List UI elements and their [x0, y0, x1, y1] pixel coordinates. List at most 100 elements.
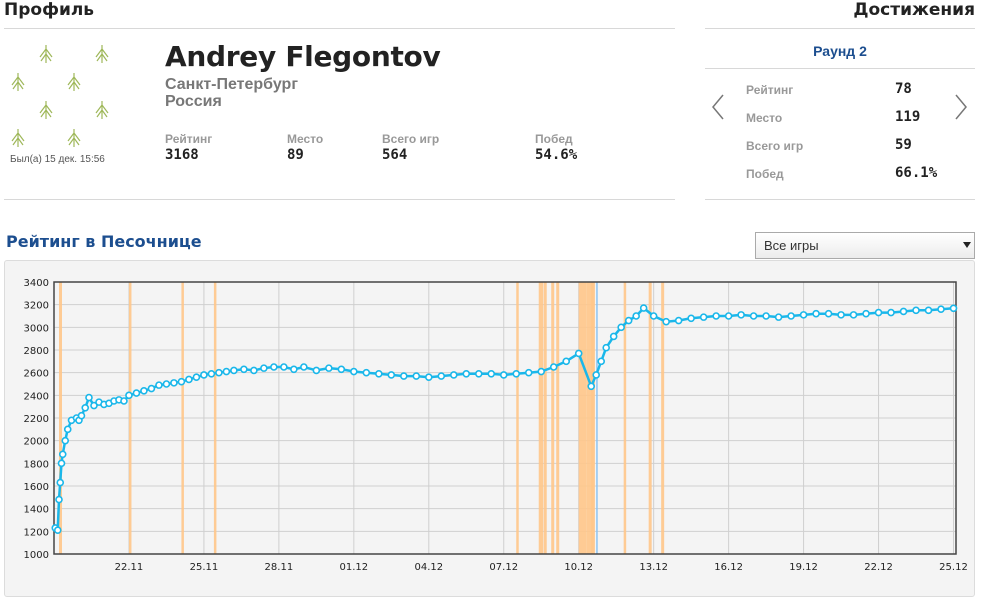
rating-data-point — [53, 526, 62, 535]
rating-data-point — [85, 393, 93, 402]
achievements-section-title: Достижения — [853, 0, 975, 20]
rating-data-point — [90, 401, 98, 410]
tournament-band — [543, 282, 547, 554]
rating-data-point — [77, 411, 86, 420]
games-filter-select[interactable]: Все игры — [755, 232, 975, 259]
rating-data-point — [55, 495, 63, 504]
rating-data-point — [207, 370, 216, 378]
x-tick-label: 07.12 — [489, 562, 518, 573]
stat-total-games-value: 564 — [382, 147, 408, 163]
rating-data-point — [849, 311, 858, 319]
rating-data-point — [424, 373, 433, 381]
plot-frame — [53, 281, 957, 555]
rating-data-point — [862, 309, 870, 318]
achievements-divider-top — [705, 28, 975, 29]
x-tick-label: 19.12 — [789, 562, 818, 573]
rating-data-point — [192, 373, 201, 381]
achievement-row-place: Место 119 — [746, 109, 966, 129]
tournament-band — [128, 282, 132, 554]
tournament-band — [516, 282, 519, 554]
y-tick-label: 2400 — [24, 391, 49, 402]
stat-wins-value: 54.6% — [535, 147, 578, 163]
y-tick-label: 3200 — [24, 301, 49, 312]
avatar[interactable] — [6, 40, 114, 148]
player-name: Andrey Flegontov — [165, 40, 441, 73]
rating-data-point — [290, 365, 298, 374]
rating-data-point — [617, 323, 625, 332]
rating-data-point — [132, 389, 141, 397]
player-country: Россия — [165, 93, 222, 110]
achievement-row-total-games: Всего игр 59 — [746, 137, 966, 157]
rating-data-point — [649, 312, 658, 320]
rating-data-point — [56, 478, 65, 487]
stat-wins-label: Побед — [535, 132, 573, 146]
x-tick-label: 16.12 — [714, 562, 743, 573]
achievement-row-wins: Побед 66.1% — [746, 165, 966, 185]
rating-data-point — [687, 314, 695, 323]
rating-data-point — [462, 370, 471, 378]
rating-data-point — [125, 391, 133, 400]
rating-data-point — [162, 380, 171, 388]
rating-data-point — [312, 366, 321, 375]
stat-total-games: Всего игр 564 — [382, 132, 439, 163]
rating-data-point — [177, 377, 186, 386]
stat-place-value: 89 — [287, 147, 304, 163]
rating-data-point — [57, 459, 66, 468]
y-tick-label: 2600 — [24, 369, 49, 380]
round-title: Раунд 2 — [813, 43, 867, 59]
profile-section-title: Профиль — [4, 0, 95, 20]
rating-data-point — [155, 381, 163, 389]
x-tick-label: 22.11 — [115, 562, 144, 573]
rating-data-point — [662, 317, 670, 326]
rating-data-point — [325, 364, 333, 372]
rating-data-point — [812, 309, 820, 318]
x-tick-label: 25.11 — [190, 562, 219, 573]
rating-data-point — [824, 309, 833, 318]
chevron-right-icon[interactable] — [953, 93, 969, 121]
rating-data-point — [512, 370, 521, 378]
rating-data-point — [375, 370, 383, 378]
achievement-total-games-label: Всего игр — [746, 139, 804, 153]
rating-data-point — [499, 371, 508, 379]
tournament-band — [648, 282, 652, 554]
achievement-wins-label: Побед — [746, 167, 784, 181]
chevron-left-icon[interactable] — [710, 93, 726, 121]
current-marker-band — [596, 282, 598, 554]
rating-data-point — [185, 375, 193, 384]
rating-data-point — [400, 372, 408, 380]
tournament-band — [661, 282, 665, 554]
stat-rating-value: 3168 — [165, 147, 199, 163]
rating-data-point — [674, 316, 683, 325]
stat-wins: Побед 54.6% — [535, 132, 577, 163]
profile-divider-top — [4, 28, 675, 29]
rating-data-point — [61, 436, 70, 445]
tournament-band — [591, 282, 594, 554]
rating-data-point — [63, 425, 72, 434]
achievement-rating-value: 78 — [895, 81, 912, 97]
rating-data-point — [147, 384, 156, 393]
rating-chart-panel: 1000 1200 1400 1600 1800 2000 2200 2400 2600 2800… — [4, 260, 975, 597]
x-tick-label: 10.12 — [564, 562, 593, 573]
rating-data-point — [887, 308, 895, 317]
x-tick-label: 25.12 — [939, 562, 968, 573]
tournament-band — [538, 282, 544, 554]
x-tick-label: 13.12 — [639, 562, 668, 573]
x-tick-label: 01.12 — [340, 562, 369, 573]
y-tick-label: 1200 — [24, 527, 49, 538]
rating-data-point — [592, 371, 600, 379]
rating-data-point — [799, 311, 808, 319]
tournament-band — [181, 282, 184, 554]
rating-data-point — [712, 312, 720, 320]
rating-data-point — [724, 312, 733, 320]
tournament-band — [623, 282, 627, 554]
rating-data-point — [362, 368, 371, 377]
rating-data-point — [602, 343, 610, 352]
stat-place: Место 89 — [287, 132, 323, 163]
achievement-rating-label: Рейтинг — [746, 83, 794, 97]
y-tick-label: 1600 — [24, 482, 49, 493]
rating-data-point — [337, 365, 346, 374]
rating-data-point — [120, 397, 128, 405]
rating-data-point — [699, 313, 708, 321]
profile-divider-bottom — [4, 199, 675, 200]
rating-chart: 1000 1200 1400 1600 1800 2000 2200 2400 2600 2800… — [24, 278, 968, 573]
